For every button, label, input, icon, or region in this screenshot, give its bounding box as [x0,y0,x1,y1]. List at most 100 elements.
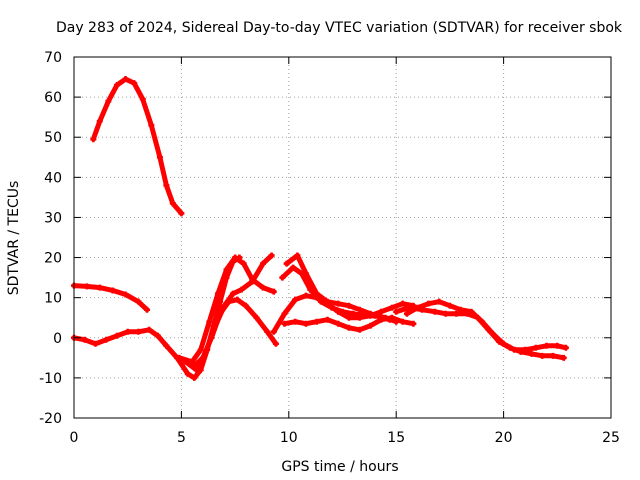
data-point [253,314,260,321]
data-point [148,122,155,129]
grid [74,57,611,418]
data-point [543,342,550,349]
data-point [146,326,153,333]
data-point [208,334,215,341]
data-point [453,310,460,317]
data-point [302,320,309,327]
series-line-arc-late-b [404,299,569,353]
data-point [335,300,342,307]
data-point [511,346,518,353]
data-point [169,200,176,207]
data-point [468,308,475,315]
ticks: 0 5 10 15 20 25 -20 -10 0 10 20 30 40 50 60 70 [39,50,620,446]
data-point [109,287,116,294]
data-point [184,370,191,377]
data-point [225,298,232,305]
series-line-arc-rise-c [191,297,279,369]
data-point [260,260,267,267]
data-point [223,266,230,273]
data-point [367,310,374,317]
data-point [182,358,189,365]
series-line-arc-base [71,255,242,381]
data-point [550,352,557,359]
data-point [292,296,299,303]
data-point [156,154,163,161]
data-point [122,76,129,83]
data-point [178,210,185,217]
data-point [191,374,198,381]
data-point [414,304,421,311]
data-point [356,306,363,313]
data-point [260,284,267,291]
series-line-arc-late [393,305,567,361]
data-point [489,330,496,337]
data-point [446,302,453,309]
data-point [197,346,204,353]
data-point [388,304,395,311]
data-point [103,336,110,343]
y-tick-label: 30 [44,210,62,226]
data-point [229,290,236,297]
data-point [135,328,142,335]
data-point [232,254,239,261]
data-point [386,316,393,323]
x-tick-label: 20 [495,430,513,446]
y-tick-label: 20 [44,251,62,267]
series-layer [71,76,569,381]
data-point [191,362,198,369]
data-point [90,136,97,143]
data-point [92,340,99,347]
x-tick-label: 25 [602,430,620,446]
data-point [335,320,342,327]
data-point [270,288,277,295]
y-axis-label: SDTVAR / TECUs [6,181,22,296]
data-point [399,318,406,325]
data-point [96,284,103,291]
data-point [268,252,275,259]
data-point [554,342,561,349]
y-tick-label: 0 [53,331,62,347]
y-tick-label: 70 [44,50,62,66]
data-point [199,354,206,361]
plot-frame [73,56,612,419]
data-point [457,306,464,313]
data-point [163,342,170,349]
data-point [539,352,546,359]
series-line-arc-high [90,76,184,216]
data-point [522,346,529,353]
data-point [345,314,352,321]
data-point [313,290,320,297]
data-point [532,344,539,351]
data-point [290,264,297,271]
x-tick-label: 5 [177,430,186,446]
data-point [431,308,438,315]
data-point [122,291,129,298]
data-point [234,296,241,303]
data-point [154,332,161,339]
data-point [176,354,183,361]
chart-title: Day 283 of 2024, Sidereal Day-to-day VTE… [56,20,623,36]
data-point [345,324,352,331]
data-point [442,310,449,317]
y-tick-label: 60 [44,90,62,106]
x-tick-label: 10 [280,430,298,446]
data-point [144,306,151,313]
data-point [283,260,290,267]
data-point [281,310,288,317]
data-point [81,336,88,343]
data-point [206,318,213,325]
data-point [378,308,385,315]
data-point [403,310,410,317]
data-point [279,274,286,281]
data-point [131,80,138,87]
data-point [193,366,200,373]
data-point [313,318,320,325]
data-point [436,298,443,305]
data-point [410,320,417,327]
data-point [249,278,256,285]
data-point [83,283,90,290]
data-point [302,270,309,277]
data-point [240,260,247,267]
data-point [264,328,271,335]
data-point [324,298,331,305]
